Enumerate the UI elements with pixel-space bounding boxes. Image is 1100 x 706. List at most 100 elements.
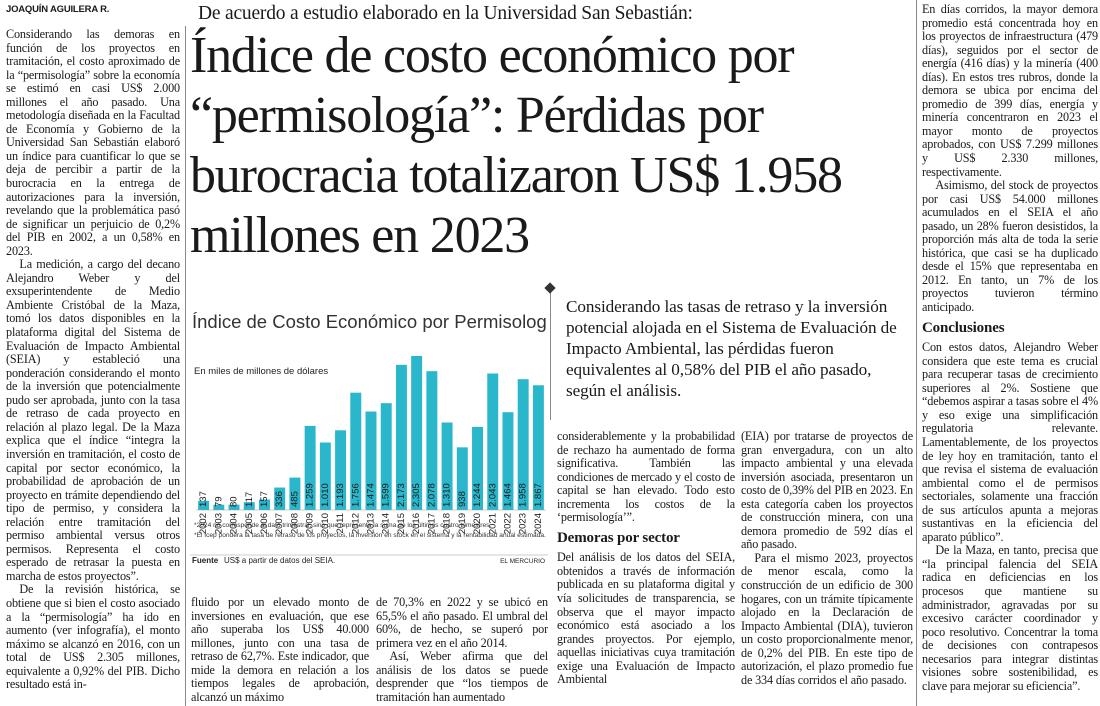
source: US$ a partir de datos del SEIA.	[224, 556, 335, 565]
bar	[426, 371, 438, 510]
chart-title: Índice de Costo Económico por Permisolog…	[192, 311, 548, 332]
bar	[365, 411, 377, 510]
article-column: (EIA) por tratarse de proyectos de gran …	[741, 430, 913, 706]
x-tick-label: 2003	[213, 513, 224, 534]
article-column: En días corridos, la mayor demora promed…	[922, 3, 1098, 706]
source-label: Fuente	[192, 556, 219, 565]
value-label: 938	[457, 491, 468, 507]
article-column: de 70,3% en 2022 y se ubicó en 65,5% el …	[376, 596, 548, 706]
section-heading: Conclusiones	[922, 319, 1005, 336]
column-rule	[550, 288, 551, 420]
paragraph: Con estos datos, Alejandro Weber conside…	[922, 340, 1098, 544]
credit: EL MERCURIO	[500, 558, 545, 565]
x-tick-label: 2017	[426, 513, 437, 534]
article-column: Considerando las demoras en función de l…	[6, 28, 180, 706]
value-label: 79	[213, 496, 224, 507]
x-tick-label: 2022	[502, 513, 513, 534]
bar	[289, 477, 301, 510]
bar	[441, 422, 453, 510]
x-tick-label: 2018	[442, 513, 453, 534]
value-label: 1.867	[533, 483, 544, 507]
chart-note: *El Icep pondera la tasa de retraso de l…	[194, 532, 546, 539]
paragraph: Considerando las demoras en función de l…	[6, 28, 180, 258]
x-tick-label: 2004	[229, 513, 240, 534]
bar	[380, 403, 392, 510]
x-tick-label: 2019	[457, 513, 468, 534]
ornament	[544, 282, 556, 294]
paragraph: Para el mismo 2023, proyectos de menor e…	[741, 550, 913, 687]
paragraph: Asimismo, del stock de proyectos por cas…	[922, 178, 1098, 315]
value-label: 2.173	[396, 483, 407, 507]
paragraph: fluido por un elevado monto de inversion…	[191, 596, 369, 704]
x-tick-label: 2002	[198, 513, 209, 534]
x-tick-label: 2023	[518, 513, 529, 534]
chart: Índice de Costo Económico por Permisolog…	[190, 311, 548, 565]
x-tick-label: 2005	[244, 513, 255, 534]
column-rule	[185, 26, 186, 706]
article-column: considerablemente y la probabilidad de r…	[557, 430, 735, 706]
paragraph: Del análisis de los datos del SEIA, obte…	[557, 550, 735, 687]
value-label: 2.305	[411, 483, 422, 507]
value-label: 137	[198, 491, 209, 507]
value-label: 485	[289, 491, 300, 507]
kicker: De acuerdo a estudio elaborado en la Uni…	[198, 3, 693, 24]
x-tick-label: 2015	[396, 513, 407, 534]
value-label: 1.599	[381, 483, 392, 507]
x-tick-label: 2016	[411, 513, 422, 534]
value-label: 2.078	[426, 483, 437, 507]
bar	[532, 385, 544, 510]
chart-note: *2024 no corresponde al dato trimestral,…	[194, 522, 491, 529]
headline: Índice de costo económico por “permisolo…	[190, 27, 843, 264]
bar	[335, 430, 347, 510]
x-tick-label: 2011	[335, 513, 346, 533]
bar	[198, 500, 210, 510]
value-label: 1.310	[442, 483, 453, 507]
bar	[319, 442, 331, 510]
value-label: 1.464	[502, 483, 513, 507]
bar	[472, 426, 483, 510]
x-tick-label: 2008	[289, 513, 300, 534]
value-label: 2.043	[487, 483, 498, 507]
byline: JOAQUÍN AGUILERA R.	[6, 4, 110, 15]
value-label: 1.193	[335, 483, 346, 507]
paragraph: En días corridos, la mayor demora promed…	[922, 3, 1098, 179]
bar	[456, 447, 468, 510]
paragraph: Así, Weber afirma que del análisis de lo…	[376, 649, 548, 704]
bar	[395, 364, 407, 510]
column-rule	[916, 0, 917, 706]
section-heading: Demoras por sector	[557, 529, 680, 546]
bar	[502, 412, 514, 510]
paragraph: de 70,3% en 2022 y se ubicó en 65,5% el …	[376, 596, 548, 650]
value-label: 1.756	[350, 483, 361, 507]
value-label: 80	[229, 496, 240, 507]
bar	[228, 504, 240, 510]
paragraph: De la revisión histórica, se obtiene que…	[6, 582, 180, 692]
bar	[350, 392, 362, 510]
x-tick-label: 2012	[350, 513, 361, 534]
x-tick-label: 2014	[381, 513, 392, 534]
x-tick-label: 2020	[472, 513, 483, 534]
value-label: 157	[259, 491, 270, 507]
value-label: 1.259	[305, 483, 316, 507]
value-label: 1.244	[472, 483, 483, 507]
x-tick-label: 2009	[305, 513, 316, 534]
bar	[487, 373, 499, 510]
x-tick-label: 2013	[366, 513, 377, 534]
x-tick-label: 2007	[274, 513, 285, 534]
value-label: 117	[244, 492, 255, 507]
x-tick-label: 2021	[487, 513, 498, 534]
value-label: 1.958	[518, 483, 529, 507]
bar	[274, 487, 286, 510]
article-column: fluido por un elevado monto de inversion…	[191, 596, 369, 706]
paragraph: La medición, a cargo del decano Alejandr…	[6, 257, 180, 583]
value-label: 1.010	[320, 483, 331, 507]
pull-quote: Considerando las tasas de retraso y la i…	[566, 297, 897, 400]
paragraph: (EIA) por tratarse de proyectos de gran …	[741, 430, 913, 552]
bar	[243, 502, 255, 510]
value-label: 1.474	[366, 483, 377, 507]
paragraph: considerablemente y la probabilidad de r…	[557, 430, 735, 525]
bar	[259, 499, 270, 510]
bar	[304, 425, 316, 510]
value-label: 336	[274, 491, 285, 507]
